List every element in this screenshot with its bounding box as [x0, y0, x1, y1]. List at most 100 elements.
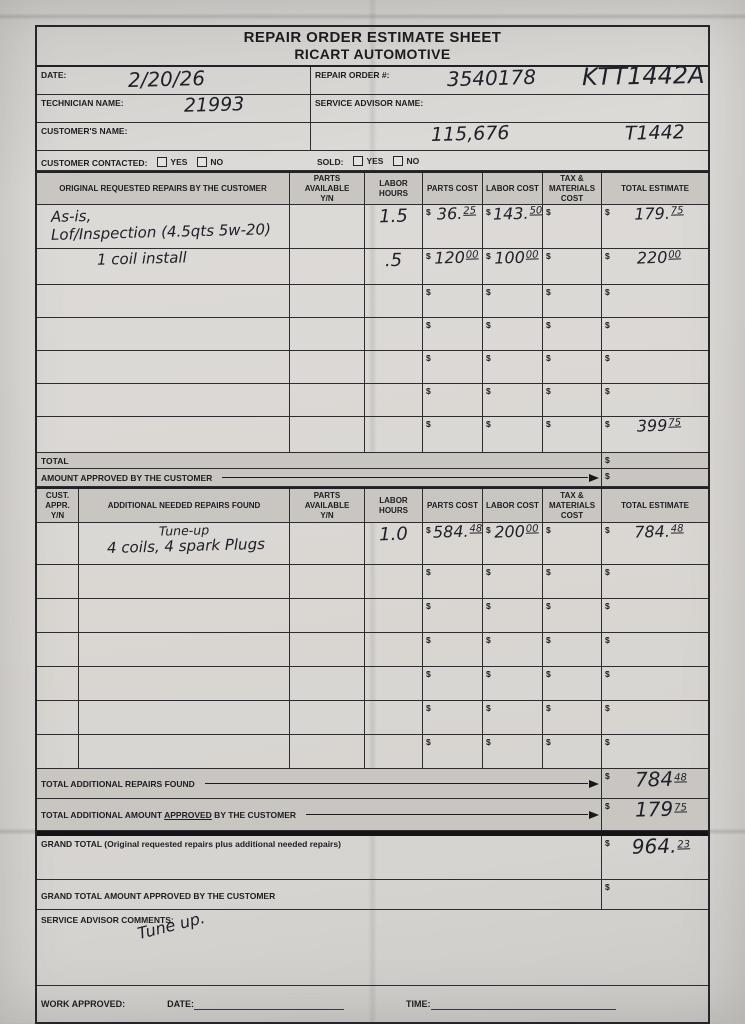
parts-cost-cell: $: [423, 633, 483, 666]
labor-cost-cell: $: [483, 599, 543, 632]
vehicle-code-value: KTT1442A: [582, 60, 706, 92]
technician-number-value: 21993: [183, 93, 245, 117]
parts-cost-cell: $12000: [423, 248, 483, 284]
yes-label: YES: [170, 156, 188, 167]
repair-order-value: 3540178: [447, 64, 537, 92]
dollar-sign: $: [426, 353, 431, 363]
dollar-sign: $: [605, 838, 610, 848]
parts-available-header: PARTS AVAILABLE Y/N: [290, 173, 365, 204]
total-label: TOTAL: [41, 455, 69, 466]
repair-description-cell: [37, 318, 290, 350]
labor-hours-cell: [365, 351, 423, 383]
parts-cost-cell: $: [423, 599, 483, 632]
labor-hours-header: LABOR HOURS: [365, 173, 423, 204]
dollar-sign: $: [486, 207, 491, 217]
parts-available-cell: [290, 285, 365, 317]
original-repairs-header-row: ORIGINAL REQUESTED REPAIRS BY THE CUSTOM…: [37, 171, 708, 205]
repair-description-cell: [79, 633, 290, 666]
total-estimate-cell: $: [602, 667, 708, 700]
repair-description-cell: As-is, Lof/Inspection (4.5qts 5w-20): [37, 205, 290, 248]
total-additional-found-value-cell: $ 78448: [602, 767, 708, 798]
amount-approved-label: AMOUNT APPROVED BY THE CUSTOMER: [41, 472, 213, 483]
customer-contacted-label: CUSTOMER CONTACTED:: [41, 158, 148, 168]
parts-available-cell: [290, 205, 365, 248]
handwritten-value: 143.50: [492, 203, 543, 224]
date-repair-order-row: DATE: 2/20/26 REPAIR ORDER #: 3540178 KT…: [37, 61, 708, 95]
dollar-sign: $: [486, 525, 491, 535]
table-row: $ $ $ $: [37, 599, 708, 633]
dollar-sign: $: [546, 737, 551, 747]
tax-materials-cell: $: [543, 667, 602, 700]
handwritten-cents: 25: [463, 205, 477, 217]
labor-hours-cell: 1.5: [365, 205, 423, 248]
total-additional-found-label: TOTAL ADDITIONAL REPAIRS FOUND: [41, 778, 195, 789]
tax-materials-cell: $: [543, 523, 602, 564]
dollar-sign: $: [426, 703, 431, 713]
tax-materials-header: TAX & MATERIALS COST: [543, 489, 602, 522]
labor-cost-cell: $: [483, 667, 543, 700]
labor-hours-cell: 1.0: [365, 523, 423, 564]
amount-approved-row: AMOUNT APPROVED BY THE CUSTOMER $: [37, 469, 708, 487]
customer-name-label: CUSTOMER'S NAME:: [41, 126, 128, 136]
parts-available-cell: [290, 318, 365, 350]
labor-hours-cell: [365, 565, 423, 598]
dollar-sign: $: [426, 737, 431, 747]
dollar-sign: $: [486, 320, 491, 330]
service-advisor-cell: SERVICE ADVISOR NAME:: [311, 95, 708, 122]
date-cell: DATE: 2/20/26: [37, 65, 311, 94]
labor-cost-cell: $: [483, 565, 543, 598]
cust-appr-cell: [37, 599, 79, 632]
grand-total-value-cell: $ 964.23: [602, 834, 708, 879]
arrow-head-icon: [589, 810, 599, 819]
original-repairs-header: ORIGINAL REQUESTED REPAIRS BY THE CUSTOM…: [37, 173, 290, 204]
date-value: 2/20/26: [127, 65, 206, 93]
sold-label: SOLD:: [317, 157, 344, 167]
tax-materials-cell: $: [543, 599, 602, 632]
paper-crease: [0, 13, 745, 20]
total-estimate-cell: $179.75: [602, 203, 708, 248]
dollar-sign: $: [486, 251, 491, 261]
parts-available-cell: [290, 249, 365, 284]
repair-description-cell: [79, 735, 290, 768]
handwritten-value: 179.75: [634, 203, 684, 224]
handwritten-value: 4 coils, 4 spark Plugs: [106, 535, 266, 558]
labor-hours-header: LABOR HOURS: [365, 489, 423, 522]
total-additional-approved-label: TOTAL ADDITIONAL AMOUNT APPROVED BY THE …: [37, 810, 296, 820]
table-row: As-is, Lof/Inspection (4.5qts 5w-20) 1.5 $3…: [37, 203, 708, 249]
handwritten-value: 784.48: [634, 521, 684, 542]
parts-cost-cell: $: [423, 565, 483, 598]
table-row: $ $ $ $: [37, 351, 708, 384]
dollar-sign: $: [486, 287, 491, 297]
dollar-sign: $: [546, 320, 551, 330]
labor-hours-cell: [365, 417, 423, 452]
total-estimate-cell: $: [602, 384, 708, 416]
cust-appr-cell: [37, 565, 79, 598]
sold-yes-checkbox: [353, 155, 364, 166]
dollar-sign: $: [426, 601, 431, 611]
tag-number-value: T1442: [624, 121, 685, 145]
parts-cost-cell: $: [423, 701, 483, 734]
additional-repairs-header: ADDITIONAL NEEDED REPAIRS FOUND: [79, 489, 290, 522]
tax-materials-cell: $: [543, 735, 602, 768]
total-estimate-cell: $39975: [602, 416, 708, 452]
total-estimate-cell: $: [602, 318, 708, 350]
labor-cost-cell: $: [483, 384, 543, 416]
tax-materials-cell: $: [543, 565, 602, 598]
work-approved-date-label: DATE:: [167, 999, 195, 1009]
table-row: Tune-up 4 coils, 4 spark Plugs 1.0 $584.48 $…: [37, 521, 708, 565]
parts-cost-cell: $: [423, 667, 483, 700]
table-row: $ $ $ $: [37, 667, 708, 701]
grand-total-row: GRAND TOTAL (Original requested repairs …: [37, 834, 708, 880]
repair-description-cell: Tune-up 4 coils, 4 spark Plugs: [79, 522, 290, 564]
table-row: $ $ $ $: [37, 735, 708, 769]
cust-appr-header: CUST. APPR. Y/N: [37, 489, 79, 522]
handwritten-cents: 75: [670, 205, 684, 217]
total-estimate-cell: $: [602, 599, 708, 632]
parts-available-cell: [290, 667, 365, 700]
labor-hours-cell: [365, 667, 423, 700]
dollar-sign: $: [605, 635, 610, 645]
dollar-sign: $: [546, 525, 551, 535]
dollar-sign: $: [546, 353, 551, 363]
service-advisor-comments-row: SERVICE ADVISOR COMMENTS: Tune up.: [37, 908, 708, 986]
handwritten-cents: 48: [670, 523, 684, 535]
